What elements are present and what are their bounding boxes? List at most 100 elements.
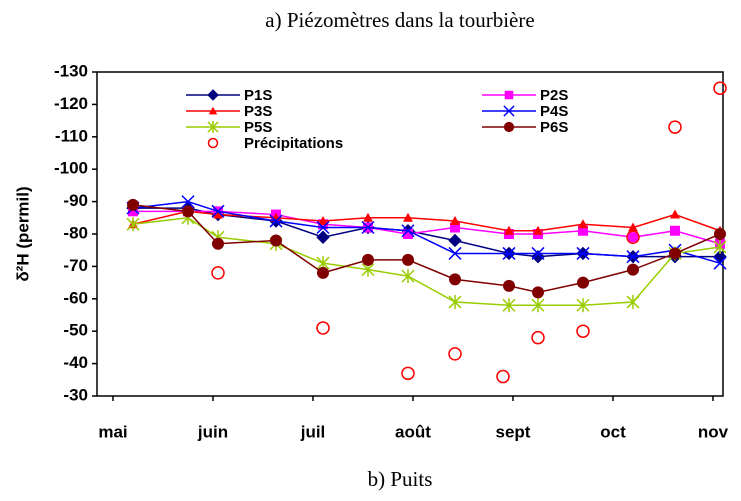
x-tick-label: sept (496, 422, 531, 441)
marker (626, 230, 640, 244)
marker (714, 228, 726, 240)
marker (531, 330, 545, 345)
marker (578, 225, 588, 236)
marker (401, 269, 415, 284)
marker (450, 222, 460, 233)
legend-label: P3S (244, 103, 272, 120)
legend-label: P1S (244, 87, 272, 104)
marker (316, 220, 330, 235)
marker (403, 212, 413, 222)
marker (270, 234, 282, 247)
marker (670, 225, 680, 236)
y-tick-label: -80 (63, 223, 88, 242)
marker (362, 253, 374, 266)
marker (669, 247, 681, 260)
marker (503, 279, 515, 292)
legend-label: P4S (540, 103, 568, 120)
legend-label: P5S (244, 119, 272, 136)
marker (363, 212, 373, 222)
marker (449, 273, 461, 286)
marker (670, 209, 680, 219)
marker (211, 266, 225, 280)
legend-marker (504, 90, 514, 100)
marker (182, 205, 194, 218)
marker (504, 225, 514, 235)
marker (317, 266, 329, 279)
legend-label: Précipitations (244, 135, 343, 152)
marker (628, 222, 638, 232)
marker (496, 369, 510, 384)
series-line (132, 204, 721, 294)
x-tick-label: juil (300, 422, 326, 441)
series-line (132, 217, 721, 307)
legend-marker (208, 106, 218, 115)
series-line (132, 200, 721, 264)
marker (533, 225, 543, 235)
series-line (132, 210, 721, 232)
y-tick-label: -130 (54, 61, 88, 80)
y-tick-label: -100 (54, 159, 88, 178)
marker (361, 220, 375, 235)
marker (448, 246, 462, 260)
legend-marker (503, 105, 515, 117)
legend-marker (207, 89, 219, 101)
marker (401, 224, 415, 238)
y-tick-label: -70 (63, 256, 88, 275)
y-tick-label: -50 (63, 321, 88, 340)
marker (578, 219, 588, 229)
marker (448, 233, 462, 248)
y-tick-label: -90 (63, 191, 88, 210)
marker (403, 229, 413, 239)
marker (576, 324, 590, 338)
legend-marker (207, 137, 219, 149)
x-tick-label: août (395, 422, 431, 441)
marker (576, 298, 590, 313)
marker (448, 347, 462, 361)
marker (626, 295, 640, 310)
legend-marker (207, 121, 219, 133)
marker (401, 366, 415, 381)
marker (502, 246, 516, 260)
marker (531, 298, 545, 313)
y-tick-label: -120 (54, 94, 88, 113)
marker (576, 246, 590, 260)
x-tick-label: oct (600, 422, 626, 441)
x-tick-label: juin (197, 422, 228, 441)
marker (181, 195, 195, 209)
marker (448, 295, 462, 310)
chart-subtitle: b) Puits (368, 467, 433, 491)
marker (532, 286, 544, 299)
marker (211, 204, 225, 218)
marker (126, 217, 140, 232)
marker (212, 237, 224, 250)
marker (713, 256, 727, 270)
marker (316, 230, 330, 244)
marker (626, 250, 640, 264)
marker (402, 253, 414, 266)
marker (577, 276, 589, 289)
y-tick-label: -60 (63, 288, 88, 307)
marker (531, 246, 545, 260)
x-tick-label: nov (698, 422, 729, 441)
marker (213, 209, 223, 219)
y-tick-label: -40 (63, 353, 88, 372)
marker (627, 263, 639, 276)
marker (668, 120, 682, 134)
legend-label: P2S (540, 87, 568, 104)
legend-label: P6S (540, 119, 568, 136)
marker (713, 81, 727, 95)
marker (318, 216, 328, 226)
marker (128, 206, 138, 217)
chart-title: a) Piézomètres dans la tourbière (265, 8, 534, 32)
marker (713, 239, 727, 254)
marker (450, 216, 460, 226)
marker (269, 214, 283, 228)
legend-marker (503, 121, 515, 133)
series-line (133, 210, 721, 245)
y-axis-label: δ²H (permil) (13, 186, 32, 281)
marker (127, 198, 139, 211)
marker (316, 321, 330, 335)
x-tick-label: mai (98, 422, 127, 441)
marker (628, 232, 638, 243)
